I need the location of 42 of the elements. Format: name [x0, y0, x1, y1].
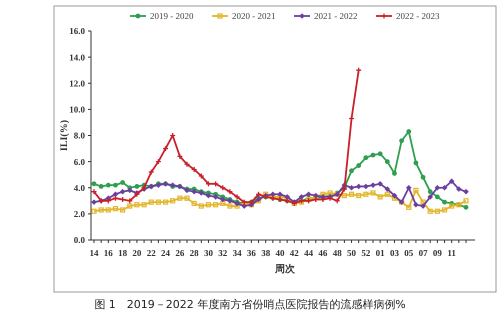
x-tick-label: 11: [447, 248, 456, 258]
x-tick-label: 32: [218, 248, 228, 258]
x-tick-label: 18: [118, 248, 128, 258]
y-tick-label: 4.0: [74, 182, 86, 193]
x-tick-label: 40: [276, 248, 285, 258]
x-tick-label: 48: [332, 248, 342, 258]
y-tick-label: 12.0: [69, 78, 86, 88]
x-tick-label: 26: [175, 248, 185, 258]
x-tick-label: 34: [232, 248, 242, 258]
legend-label: 2020 - 2021: [232, 11, 276, 22]
x-tick-label: 52: [361, 248, 371, 258]
x-tick-label: 44: [304, 248, 314, 258]
caption: 图 1 2019－2022 年度南方省份哨点医院报告的流感样病例%: [94, 298, 406, 311]
legend-label: 2019 - 2020: [150, 11, 194, 22]
y-tick-label: 0.0: [74, 235, 86, 246]
x-tick-label: 14: [90, 248, 99, 258]
x-tick-label: 09: [432, 248, 442, 258]
x-tick-label: 01: [376, 248, 386, 258]
x-tick-label: 50: [347, 248, 357, 258]
x-tick-label: 16: [104, 248, 114, 258]
x-tick-label: 30: [204, 248, 214, 258]
y-tick-label: 14.0: [69, 52, 86, 62]
y-tick-label: 8.0: [74, 130, 86, 141]
legend-label: 2022 - 2023: [396, 11, 440, 22]
y-tick-label: 6.0: [74, 156, 86, 167]
y-tick-label: 10.0: [69, 104, 86, 115]
x-tick-label: 03: [390, 248, 400, 258]
x-tick-label: 05: [404, 248, 414, 258]
x-tick-label: 24: [161, 248, 171, 258]
x-tick-label: 36: [246, 248, 256, 258]
x-tick-label: 07: [418, 248, 428, 258]
x-tick-label: 38: [261, 248, 271, 258]
x-tick-label: 46: [318, 248, 328, 258]
y-tick-label: 2.0: [74, 209, 86, 220]
x-tick-label: 20: [132, 248, 142, 258]
x-tick-label: 28: [190, 248, 200, 258]
legend-label: 2021 - 2022: [314, 11, 358, 22]
x-tick-label: 22: [146, 248, 156, 258]
y-axis-title: ILI(%): [59, 120, 70, 152]
y-tick-label: 16.0: [69, 26, 86, 36]
x-tick-label: 42: [290, 248, 300, 258]
x-axis-title: 周次: [274, 263, 296, 275]
